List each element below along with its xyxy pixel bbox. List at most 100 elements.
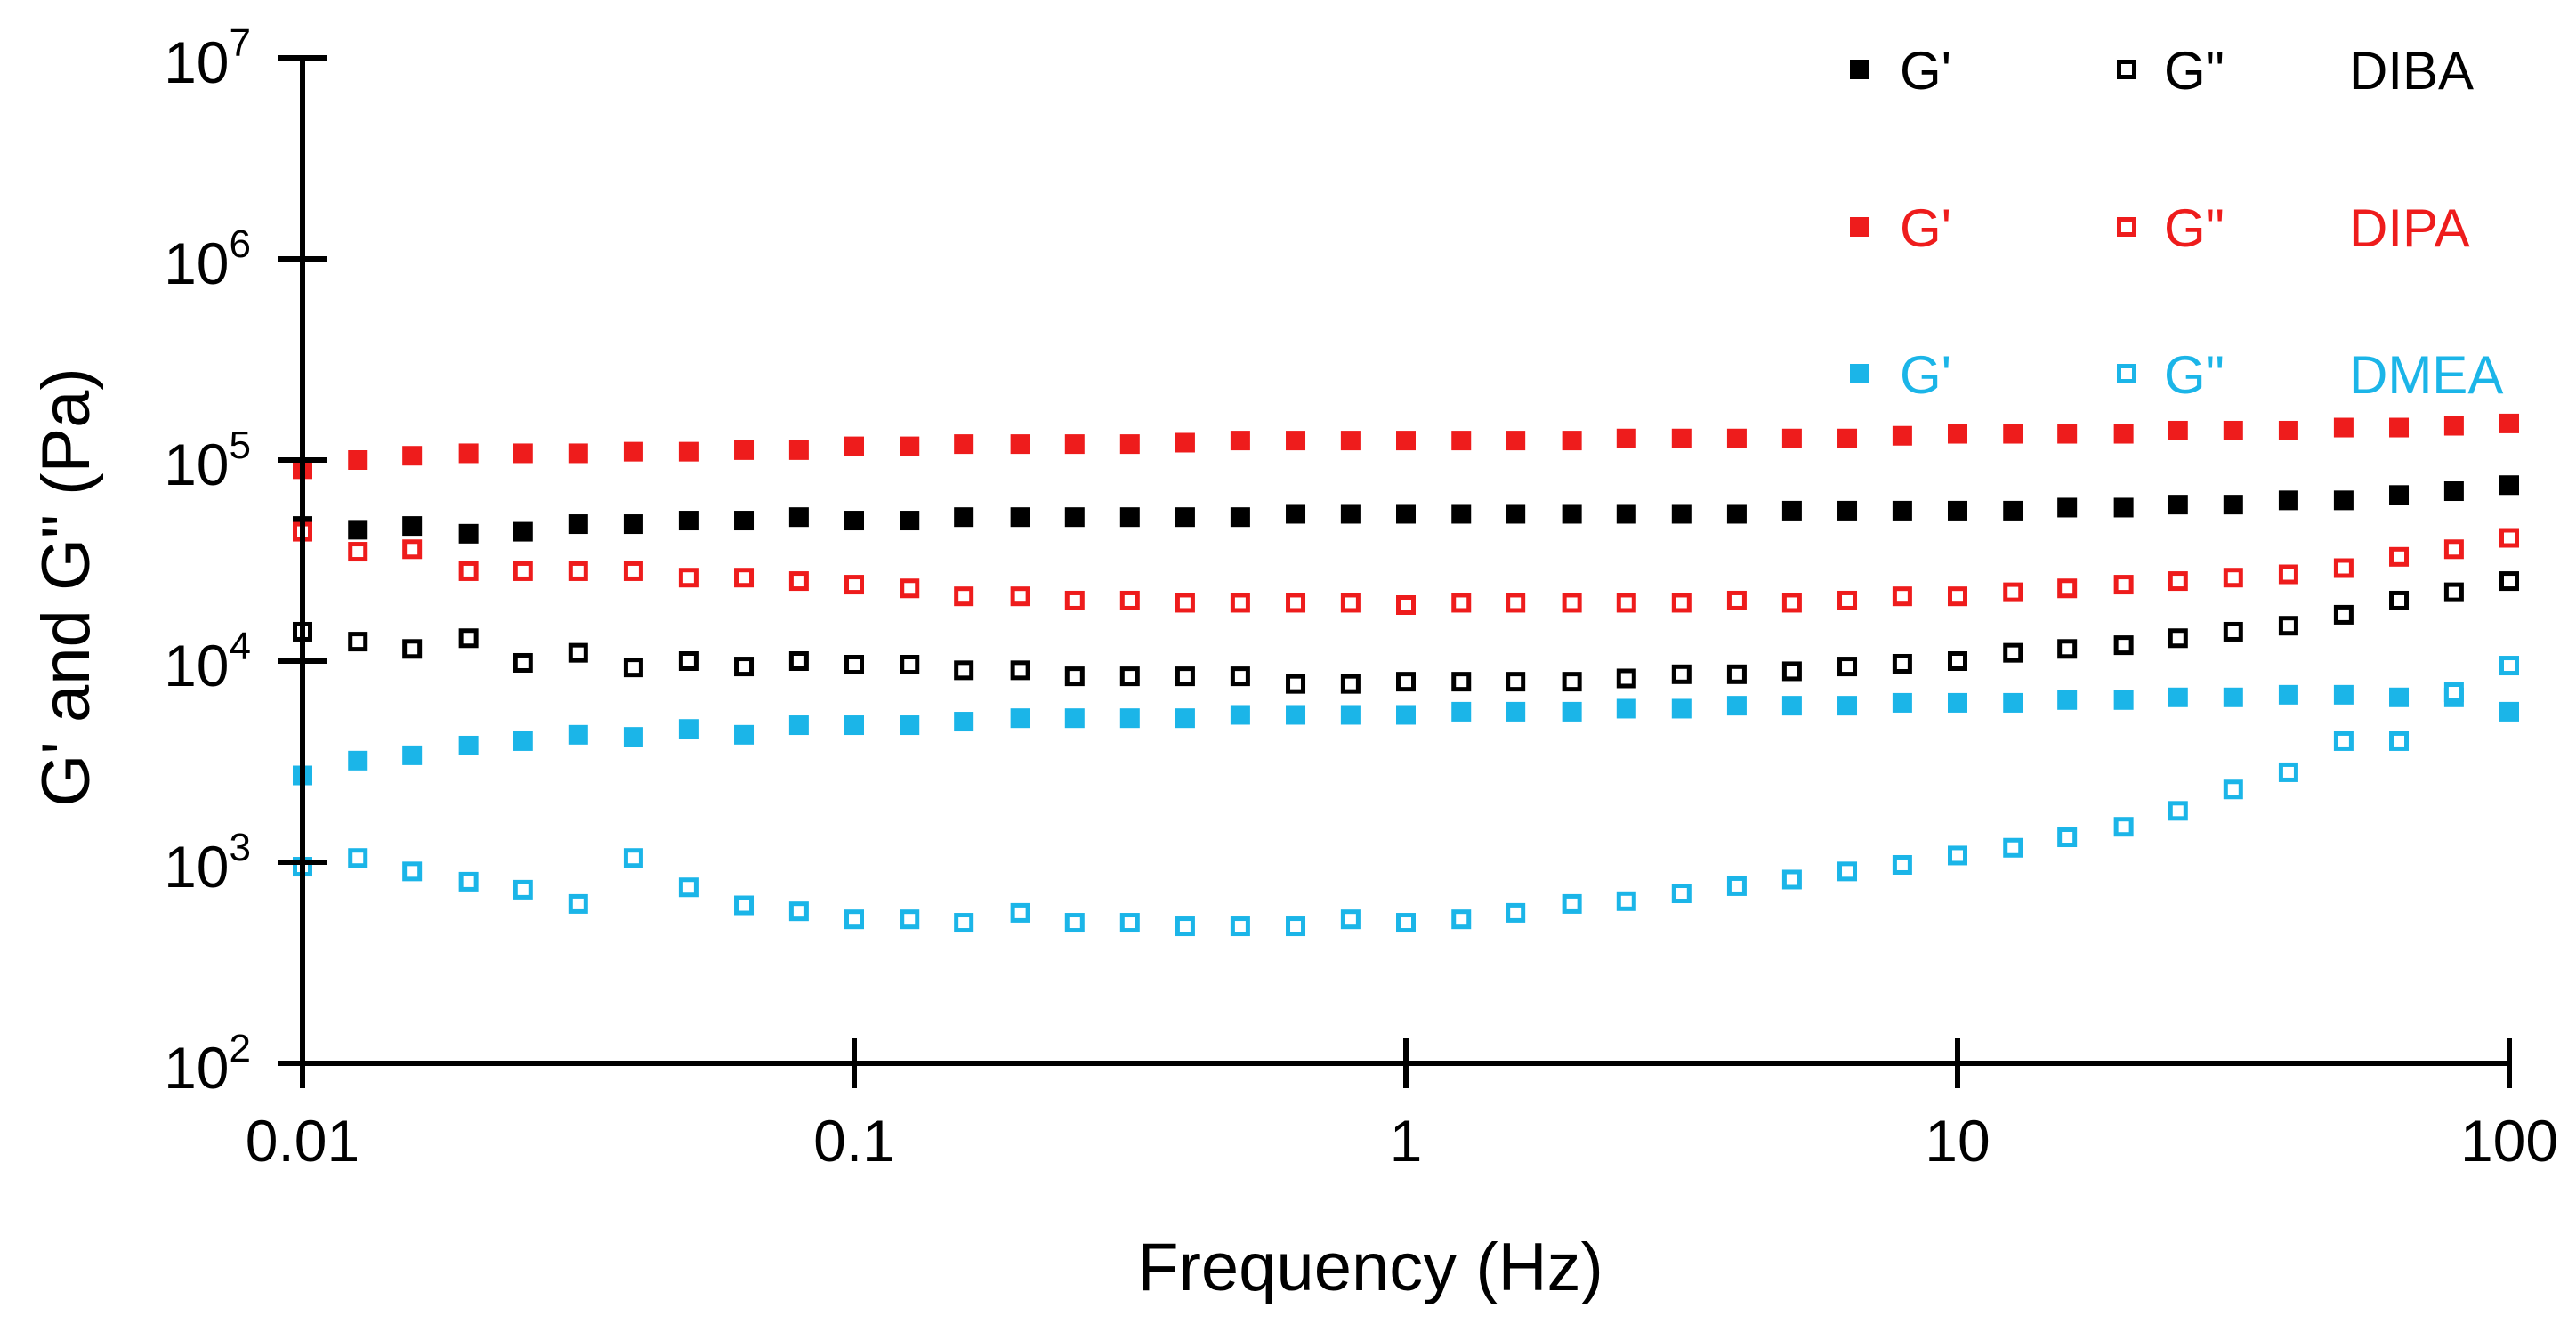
data-point [1119,434,1140,455]
legend-label-storage: G' [1900,345,1951,405]
data-point [2443,682,2464,703]
legend-marker-loss [2117,60,2136,79]
x-tick-label: 0.1 [813,1108,895,1174]
data-point [1064,913,1085,933]
data-point [788,571,809,592]
data-point [513,731,533,751]
data-point [1726,504,1747,524]
data-point [2223,568,2243,588]
data-point [1230,507,1250,528]
data-point [623,727,643,747]
data-point [2278,420,2298,440]
data-point [1948,424,1967,444]
data-point [1230,916,1250,937]
data-point [1562,701,1582,722]
data-point [1175,432,1195,453]
series-dmea-g-storage [293,684,2519,786]
data-point [844,909,864,930]
legend-label-dmea: DMEA [2349,345,2503,405]
data-point [734,440,755,460]
data-point [900,436,920,456]
data-point [1726,590,1747,610]
data-point [2499,571,2519,592]
series-layer [293,413,2519,937]
data-point [1506,593,1526,613]
y-tick-label: 107 [164,21,251,95]
data-point [1671,698,1692,719]
x-tick-label: 100 [2460,1108,2558,1174]
data-point [2443,416,2464,436]
data-point [348,848,368,868]
data-point [1781,593,1802,613]
data-point [2443,481,2464,502]
data-point [1892,500,1912,521]
data-point [734,895,755,916]
data-point [954,586,974,607]
data-point [458,561,479,581]
data-point [2057,690,2078,710]
data-point [1562,672,1582,692]
data-point [402,539,423,560]
legend-row-diba: G' G" DIBA [1850,41,2474,101]
data-point [348,750,368,771]
data-point [1396,672,1416,692]
data-point [2333,417,2354,438]
data-point [2389,546,2410,567]
data-point [2333,558,2354,578]
data-point [1837,428,1858,448]
data-point [2389,687,2410,707]
data-point [458,735,479,755]
x-tick-label: 0.01 [246,1108,359,1174]
legend-label-loss: G" [2164,198,2225,258]
legend-marker-loss [2117,364,2136,383]
data-point [2389,417,2410,438]
data-point [1892,653,1912,674]
data-point [513,561,533,581]
data-point [1837,696,1858,716]
data-point [1119,913,1140,933]
data-point [1230,666,1250,687]
data-point [1286,431,1306,451]
data-point [678,568,699,588]
data-point [2113,635,2134,656]
data-point [1948,500,1967,521]
data-point [2278,490,2298,511]
data-point [1396,504,1416,524]
data-point [1396,705,1416,725]
data-point [1562,593,1582,613]
data-point [1451,909,1472,930]
data-point [1175,708,1195,729]
data-point [1340,674,1361,694]
y-tick-label: 104 [164,625,251,698]
data-point [1286,705,1306,725]
data-point [1616,593,1636,613]
data-point [2057,828,2078,848]
legend-marker-loss [2117,217,2136,237]
data-point [1726,664,1747,684]
data-point [1948,586,1967,607]
data-point [348,542,368,562]
data-point [2333,731,2354,751]
data-point [2223,420,2243,440]
data-point [2113,497,2134,518]
data-point [1340,431,1361,451]
data-point [1948,845,1967,866]
data-point [734,568,755,588]
data-point [734,657,755,677]
data-point [1671,593,1692,613]
data-point [844,575,864,595]
data-point [1506,504,1526,524]
data-point [1286,674,1306,694]
data-point [2278,616,2298,636]
data-point [568,443,588,464]
data-point [2278,564,2298,585]
data-point [1064,666,1085,687]
data-point [1892,692,1912,713]
data-point [348,450,368,470]
data-point [1286,593,1306,613]
data-point [623,441,643,462]
data-point [1286,916,1306,937]
legend: G' G" DIBA G' G" DIPA G' G" DMEA [1850,41,2503,405]
x-axis-title: Frequency (Hz) [1137,1230,1603,1305]
